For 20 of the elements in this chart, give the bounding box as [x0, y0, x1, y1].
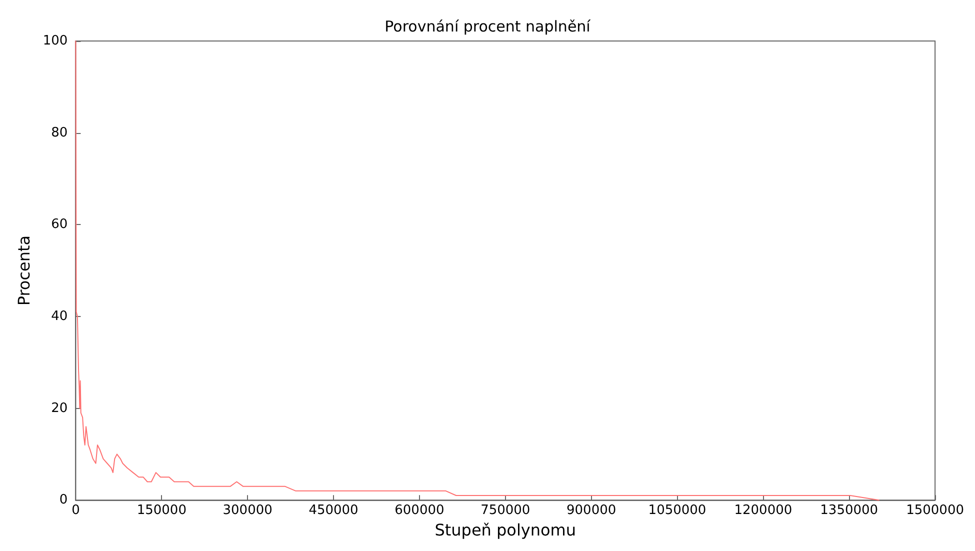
y-tick-label: 40 [51, 308, 68, 324]
x-tick-label: 1050000 [648, 503, 706, 518]
y-tick-label: 60 [51, 217, 68, 232]
x-tick-label: 1200000 [734, 503, 792, 518]
x-tick-label: 900000 [566, 503, 616, 518]
x-axis-title: Stupeň polynomu [434, 520, 576, 540]
x-tick-label: 450000 [308, 503, 358, 518]
y-tick-label: 100 [42, 34, 68, 48]
x-tick-label: 150000 [136, 503, 186, 518]
x-tick-label: 300000 [222, 503, 272, 518]
chart-title: Porovnání procent naplnění [384, 18, 592, 36]
y-tick-label: 80 [51, 125, 68, 140]
x-tick-label: 0 [72, 503, 80, 518]
x-tick-label: 1350000 [820, 503, 878, 518]
x-tick-label: 750000 [480, 503, 530, 518]
y-tick-label: 0 [59, 492, 68, 508]
x-tick-label: 600000 [394, 503, 444, 518]
y-tick-label: 20 [51, 400, 68, 416]
y-axis-title: Procenta [14, 235, 34, 306]
x-tick-label: 1500000 [906, 503, 964, 518]
